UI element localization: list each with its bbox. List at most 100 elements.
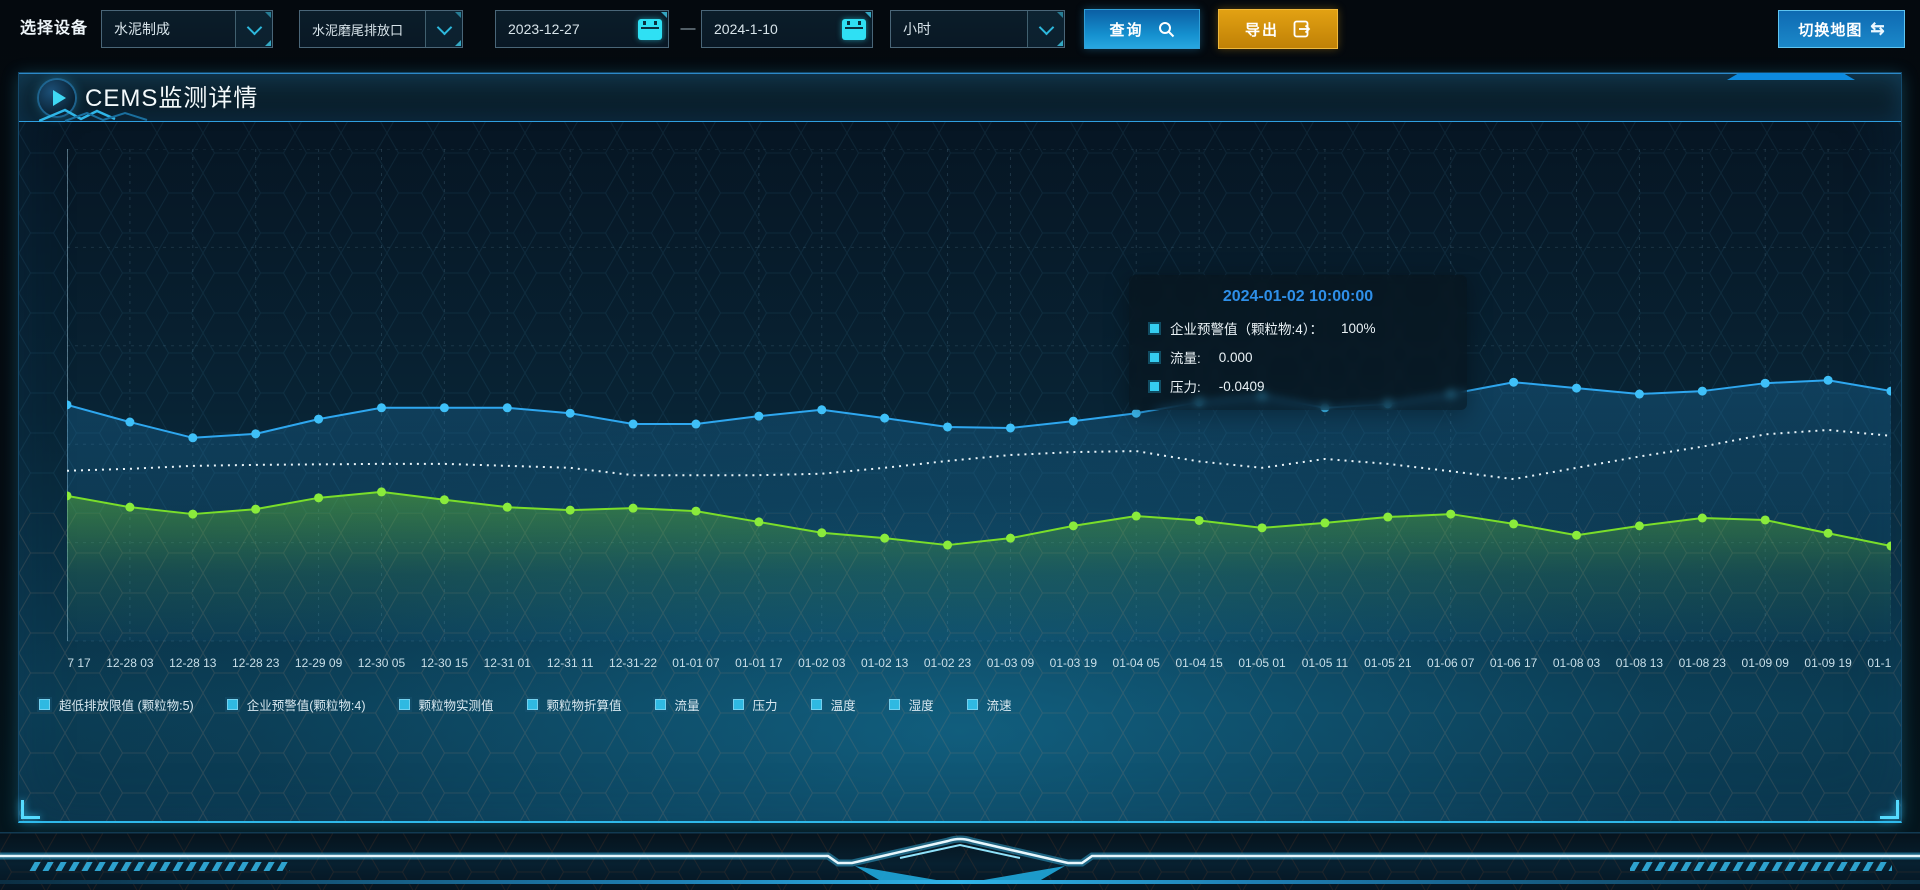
legend-marker-icon bbox=[810, 699, 822, 710]
svg-text:01-02 03: 01-02 03 bbox=[798, 656, 846, 670]
footer-ornament bbox=[0, 832, 1920, 890]
svg-text:01-08 13: 01-08 13 bbox=[1616, 656, 1664, 670]
toolbar: 选择设备 水泥制成 水泥磨尾排放口 2023-12-27 — 2024-1-10… bbox=[0, 0, 1920, 58]
svg-text:01-05 01: 01-05 01 bbox=[1238, 656, 1286, 670]
svg-text:01-06 07: 01-06 07 bbox=[1427, 656, 1475, 670]
start-date-value: 2023-12-27 bbox=[508, 21, 580, 37]
export-button-label: 导出 bbox=[1244, 21, 1279, 39]
legend-item[interactable]: 流量 bbox=[654, 695, 700, 714]
svg-text:01-09 19: 01-09 19 bbox=[1804, 656, 1852, 670]
svg-text:12-31 01: 12-31 01 bbox=[484, 656, 532, 670]
legend-marker-icon bbox=[398, 699, 410, 710]
legend-item[interactable]: 流速 bbox=[966, 695, 1012, 714]
legend-item[interactable]: 颗粒物实测值 bbox=[398, 695, 494, 714]
svg-text:12-31 11: 12-31 11 bbox=[547, 656, 594, 670]
interval-select-value: 小时 bbox=[903, 21, 931, 37]
legend-item-label: 湿度 bbox=[908, 699, 934, 713]
header-zigzag-decoration bbox=[39, 108, 148, 123]
legend-marker-icon bbox=[39, 699, 50, 710]
legend-item[interactable]: 温度 bbox=[810, 695, 856, 714]
legend-item-label: 超低排放限值 (颗粒物:5) bbox=[59, 699, 194, 713]
calendar-icon[interactable] bbox=[836, 11, 872, 47]
svg-text:12-28 23: 12-28 23 bbox=[232, 656, 280, 670]
legend-item[interactable]: 企业预警值(颗粒物:4) bbox=[226, 695, 366, 714]
series-area-2 bbox=[67, 491, 1891, 641]
chart-svg[interactable]: 12-27 17 12-28 03 12-28 13 12-28 23 12-29 09… bbox=[67, 149, 1891, 689]
legend-item-label: 企业预警值(颗粒物:4) bbox=[246, 699, 366, 713]
query-button[interactable]: 查询 bbox=[1084, 9, 1200, 49]
export-button[interactable]: 导出 bbox=[1218, 9, 1338, 49]
chevron-down-icon[interactable] bbox=[235, 11, 272, 47]
series-marker-icon bbox=[1148, 321, 1161, 335]
cems-chart[interactable]: 12-27 17 12-28 03 12-28 13 12-28 23 12-29 09… bbox=[67, 149, 1891, 689]
legend-item[interactable]: 颗粒物折算值 bbox=[526, 695, 622, 714]
chevron-down-icon[interactable] bbox=[1027, 11, 1064, 47]
calendar-icon[interactable] bbox=[632, 11, 668, 47]
svg-text:01-09 09: 01-09 09 bbox=[1742, 656, 1790, 670]
outlet-select[interactable]: 水泥磨尾排放口 bbox=[299, 10, 463, 48]
date-range-separator: — bbox=[680, 20, 696, 37]
legend-item[interactable]: 超低排放限值 (颗粒物:5) bbox=[39, 695, 194, 714]
panel-corner-accent bbox=[1880, 800, 1899, 819]
start-date-input[interactable]: 2023-12-27 bbox=[495, 10, 669, 48]
device-select[interactable]: 水泥制成 bbox=[101, 10, 273, 48]
svg-text:12-31-22: 12-31-22 bbox=[609, 656, 657, 670]
svg-text:01-05 21: 01-05 21 bbox=[1364, 656, 1412, 670]
series-marker-icon bbox=[1148, 350, 1161, 364]
series-line-0 bbox=[67, 379, 1891, 439]
tooltip-row: 企业预警值（颗粒物:4）： 100% bbox=[1148, 318, 1447, 338]
svg-text:01-08 03: 01-08 03 bbox=[1553, 656, 1601, 670]
legend-item-label: 压力 bbox=[752, 699, 778, 713]
legend-item-label: 颗粒物实测值 bbox=[418, 699, 494, 713]
tooltip-label: 企业预警值（颗粒物:4）： bbox=[1170, 322, 1324, 337]
panel-corner-accent bbox=[21, 800, 40, 819]
series-line-2 bbox=[67, 490, 1891, 548]
footer-decoration bbox=[0, 832, 1920, 890]
tooltip-row: 流量: 0.000 bbox=[1148, 347, 1447, 367]
tooltip-value: 0.000 bbox=[1218, 349, 1253, 365]
legend-item-label: 温度 bbox=[830, 699, 856, 713]
panel-header: CEMS监测详情 bbox=[19, 73, 1901, 123]
export-icon bbox=[1293, 20, 1311, 38]
header-accent-bar bbox=[1727, 73, 1855, 80]
device-select-value: 水泥制成 bbox=[114, 21, 170, 37]
tooltip-label: 流量: bbox=[1170, 351, 1201, 366]
end-date-input[interactable]: 2024-1-10 bbox=[701, 10, 873, 48]
legend-marker-icon bbox=[966, 699, 978, 710]
svg-text:12-30 05: 12-30 05 bbox=[358, 656, 406, 670]
svg-text:01-05 11: 01-05 11 bbox=[1302, 656, 1349, 670]
svg-text:01-04 15: 01-04 15 bbox=[1175, 656, 1223, 670]
legend-item[interactable]: 压力 bbox=[732, 695, 778, 714]
legend-item-label: 流量 bbox=[674, 699, 700, 713]
series-marker-icon bbox=[1148, 379, 1161, 393]
svg-text:12-28 13: 12-28 13 bbox=[169, 656, 217, 670]
chart-tooltip: 2024-01-02 10:00:00 企业预警值（颗粒物:4）： 100% 流量:… bbox=[1129, 275, 1467, 410]
query-button-label: 查询 bbox=[1109, 21, 1144, 39]
search-icon bbox=[1158, 21, 1174, 37]
svg-text:01-03 09: 01-03 09 bbox=[987, 656, 1035, 670]
legend-item[interactable]: 湿度 bbox=[888, 695, 934, 714]
svg-text:12-28 03: 12-28 03 bbox=[106, 656, 154, 670]
svg-text:01-10 05: 01-10 05 bbox=[1867, 656, 1891, 670]
tooltip-timestamp: 2024-01-02 10:00:00 bbox=[1222, 288, 1374, 305]
legend-marker-icon bbox=[654, 699, 666, 710]
tooltip-rows: 企业预警值（颗粒物:4）： 100% 流量: 0.000 压力: -0.0409 bbox=[1148, 318, 1447, 396]
end-date-value: 2024-1-10 bbox=[714, 21, 778, 37]
legend-item-label: 流速 bbox=[986, 699, 1012, 713]
svg-text:01-01 17: 01-01 17 bbox=[735, 656, 783, 670]
svg-text:12-27 17: 12-27 17 bbox=[67, 656, 91, 670]
svg-text:01-08 23: 01-08 23 bbox=[1679, 656, 1727, 670]
legend-marker-icon bbox=[732, 699, 744, 710]
legend-marker-icon bbox=[888, 699, 900, 710]
interval-select[interactable]: 小时 bbox=[890, 10, 1065, 48]
switch-map-button[interactable]: 切换地图 ⇆ bbox=[1778, 10, 1905, 48]
play-icon bbox=[39, 80, 75, 116]
x-axis-labels: 12-27 17 12-28 03 12-28 13 12-28 23 12-29 09… bbox=[67, 656, 1891, 670]
svg-text:01-02 13: 01-02 13 bbox=[861, 656, 909, 670]
svg-text:01-02 23: 01-02 23 bbox=[924, 656, 972, 670]
chevron-down-icon[interactable] bbox=[425, 11, 462, 47]
cems-panel: CEMS监测详情 12-27 17 12-28 03 12-28 13 12-28 2… bbox=[18, 72, 1902, 823]
outlet-select-value: 水泥磨尾排放口 bbox=[312, 22, 404, 38]
tooltip-value: -0.0409 bbox=[1218, 378, 1265, 394]
swap-arrows-icon: ⇆ bbox=[1870, 19, 1885, 38]
